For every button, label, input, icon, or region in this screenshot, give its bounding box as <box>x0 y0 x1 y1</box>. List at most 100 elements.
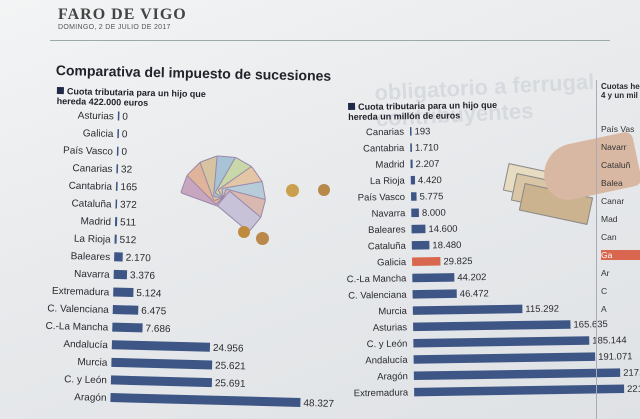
cropped-row: A <box>601 304 607 314</box>
value-label: 512 <box>119 235 136 246</box>
category-label: Baleares <box>71 251 111 263</box>
cropped-row: Can <box>601 232 617 242</box>
dateline: DOMINGO, 2 DE JULIO DE 2017 <box>58 24 171 31</box>
value-label: 185.144 <box>592 335 627 347</box>
bar <box>110 375 213 388</box>
value-label: 5.124 <box>136 288 162 300</box>
bar <box>413 352 596 364</box>
value-label: 4.420 <box>418 175 442 186</box>
bar <box>410 143 412 152</box>
bar <box>113 269 128 280</box>
bar <box>112 305 139 315</box>
category-label: Murcia <box>378 306 407 317</box>
value-label: 372 <box>120 200 137 211</box>
bar <box>413 320 571 332</box>
bar <box>117 129 120 139</box>
value-label: 2.207 <box>416 159 440 170</box>
value-label: 6.475 <box>141 306 167 318</box>
value-label: 193 <box>414 126 430 137</box>
value-label: 3.376 <box>130 270 156 282</box>
bar <box>412 289 457 299</box>
category-label: Aragón <box>74 392 107 404</box>
category-label: C. y León <box>367 339 408 351</box>
value-label: 0 <box>122 112 128 123</box>
bar <box>110 393 301 407</box>
category-label: Cantabria <box>363 143 405 155</box>
value-label: 115.292 <box>525 304 559 316</box>
bar <box>115 181 118 191</box>
category-label: Andalucía <box>63 339 108 351</box>
value-label: 165.635 <box>573 319 608 331</box>
bar <box>410 159 413 169</box>
category-label: Galicia <box>377 257 407 268</box>
cropped-chart-title: Cuotas hereda 4 y un mil <box>601 82 640 100</box>
category-label: Cataluña <box>71 198 112 210</box>
category-label: Baleares <box>368 224 406 236</box>
value-label: 191.071 <box>598 351 633 363</box>
category-label: C. Valenciana <box>47 303 109 316</box>
category-label: C. Valenciana <box>348 290 407 302</box>
category-label: C. y León <box>64 374 107 386</box>
value-label: 32 <box>121 164 133 175</box>
value-label: 511 <box>120 217 137 228</box>
value-label: 24.956 <box>213 343 244 355</box>
category-label: La Rioja <box>74 234 111 246</box>
bar <box>414 384 625 397</box>
cropped-row: Balea <box>601 178 623 188</box>
bar <box>111 357 213 370</box>
category-label: Extremadura <box>52 286 110 299</box>
cropped-row: País Vas <box>601 124 635 134</box>
category-label: Canarias <box>72 163 112 175</box>
value-label: 1.710 <box>415 142 439 153</box>
value-label: 48.327 <box>303 398 334 410</box>
value-label: 5.775 <box>419 191 443 202</box>
category-label: Murcia <box>77 357 108 369</box>
bar <box>412 257 441 266</box>
value-label: 18.480 <box>432 240 461 251</box>
euro-banknotes-icon <box>168 128 330 270</box>
category-label: Cataluña <box>368 241 407 253</box>
cropped-row: Ar <box>601 268 610 278</box>
category-label: Navarra <box>371 208 406 220</box>
cropped-row: Navarr <box>601 142 627 152</box>
bar <box>410 175 416 185</box>
category-label: Madrid <box>80 216 111 228</box>
value-label: 46.472 <box>460 288 489 299</box>
bar <box>115 199 118 209</box>
newspaper-masthead: FARO DE VIGO <box>58 6 187 23</box>
category-label: País Vasco <box>63 145 114 157</box>
category-label: Andalucía <box>365 355 408 367</box>
page-rule <box>50 40 610 41</box>
category-label: Galicia <box>83 128 114 140</box>
value-label: 44.202 <box>457 272 486 283</box>
value-label: 14.600 <box>428 224 457 235</box>
bar <box>117 111 120 121</box>
bar <box>116 146 119 156</box>
bar <box>409 127 412 136</box>
category-label: Cantabria <box>69 181 113 193</box>
cropped-row: C <box>601 286 608 296</box>
category-label: Navarra <box>74 269 110 281</box>
category-label: C.-La Mancha <box>45 321 109 334</box>
value-label: 29.825 <box>443 256 472 267</box>
value-label: 221.011 <box>627 383 640 395</box>
category-label: Extremadura <box>354 387 409 399</box>
value-label: 165 <box>120 182 137 193</box>
value-label: 7.686 <box>145 324 171 336</box>
chart1-inheritance-422k: Asturias 0 Galicia 0 País Vasco 0 Canarias 32 Ca… <box>45 110 334 410</box>
value-label: 0 <box>121 147 127 158</box>
cropped-third-chart: Cuotas hereda 4 y un mil País Vas Navarr… <box>596 80 640 419</box>
bar <box>412 273 455 283</box>
bar <box>412 304 523 315</box>
category-label: Aragón <box>377 371 408 382</box>
bar <box>411 240 430 250</box>
bar <box>112 322 143 333</box>
cropped-row: Mad <box>601 214 618 224</box>
bar <box>413 336 590 348</box>
cropped-row: Cataluñ <box>601 160 631 170</box>
value-label: 8.000 <box>422 208 446 219</box>
category-label: Madrid <box>375 159 404 170</box>
bar <box>114 252 123 262</box>
